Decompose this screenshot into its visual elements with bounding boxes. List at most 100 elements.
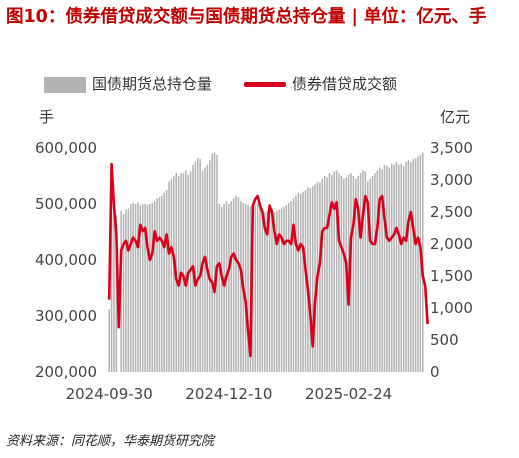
bar	[151, 202, 154, 372]
bar	[297, 192, 300, 372]
bar	[168, 181, 170, 372]
right-tick-label: 2,500	[430, 203, 473, 221]
right-tick-label: 500	[430, 331, 459, 349]
bar	[359, 173, 362, 372]
bar	[201, 170, 204, 372]
right-tick-label: 1,000	[430, 299, 473, 317]
bar	[163, 192, 166, 372]
bar	[414, 158, 417, 372]
bar	[390, 163, 393, 372]
x-tick-label: 2024-09-30	[66, 385, 153, 403]
right-axis-unit: 亿元	[440, 108, 471, 126]
bar	[153, 201, 156, 372]
bar	[213, 152, 216, 372]
bar	[132, 202, 134, 372]
bar	[395, 162, 398, 372]
bar	[208, 160, 211, 372]
right-tick-label: 3,000	[430, 171, 473, 189]
bar	[264, 212, 266, 372]
bar	[285, 205, 288, 372]
bar	[374, 173, 376, 372]
bar	[287, 202, 290, 372]
chart-title: 图10：债券借贷成交额与国债期货总持仓量 | 单位：亿元、手	[6, 7, 487, 27]
bar	[338, 173, 340, 372]
bar	[388, 167, 391, 372]
bar	[139, 205, 142, 372]
bar	[108, 309, 110, 372]
bar	[309, 188, 312, 372]
bar	[220, 206, 223, 372]
bar	[146, 205, 149, 372]
bar	[259, 206, 261, 372]
bar	[357, 176, 359, 372]
bar	[398, 164, 400, 372]
bar	[331, 174, 333, 372]
bar	[247, 205, 249, 372]
bar	[211, 153, 213, 372]
bar	[230, 201, 233, 372]
bar	[122, 214, 125, 372]
bar	[273, 212, 276, 372]
bar	[158, 197, 161, 372]
bar	[194, 162, 197, 372]
source-note: 资料来源：同花顺，华泰期货研究院	[6, 434, 215, 449]
bar	[244, 204, 247, 372]
bar	[407, 160, 410, 372]
bar	[328, 173, 331, 372]
bar	[314, 184, 316, 372]
legend-item-lending-volume: 债券借贷成交额	[244, 73, 397, 94]
bar	[268, 215, 271, 372]
bar	[216, 154, 218, 372]
bar	[335, 170, 338, 372]
right-tick-label: 1,500	[430, 267, 473, 285]
bar	[402, 165, 405, 372]
bar	[355, 178, 357, 372]
bar	[225, 201, 228, 372]
bar	[280, 208, 283, 372]
x-tick-label: 2025-02-24	[305, 385, 392, 403]
bar	[141, 204, 144, 372]
bar	[113, 212, 115, 372]
bar	[276, 210, 278, 372]
bar	[386, 165, 388, 372]
legend-swatch-bar	[44, 76, 86, 93]
bar	[197, 158, 199, 372]
bar	[381, 169, 383, 372]
bar	[199, 159, 201, 372]
bar	[110, 216, 113, 372]
bar	[204, 167, 206, 372]
bar	[302, 191, 304, 372]
bar	[362, 170, 364, 372]
bar	[223, 204, 225, 372]
bar	[290, 201, 292, 372]
left-tick-label: 500,000	[35, 195, 97, 213]
bar	[127, 208, 130, 372]
bar	[185, 170, 187, 372]
bar	[115, 215, 118, 372]
bar	[156, 198, 158, 372]
bar	[376, 170, 379, 372]
bar	[352, 176, 355, 372]
bar	[319, 182, 321, 372]
bar	[369, 178, 371, 372]
right-tick-label: 0	[430, 363, 440, 381]
bar	[419, 154, 422, 372]
bar	[371, 176, 374, 372]
left-tick-label: 400,000	[35, 251, 97, 269]
bar	[177, 176, 180, 372]
bar	[378, 167, 381, 372]
legend-item-open-interest: 国债期货总持仓量	[44, 73, 212, 94]
bar	[161, 195, 163, 372]
bar	[366, 181, 369, 372]
bar	[170, 178, 173, 372]
bar	[400, 163, 403, 372]
bar	[235, 195, 237, 372]
bar	[383, 164, 386, 372]
x-tick-label: 2024-12-10	[185, 385, 272, 403]
right-tick-label: 3,500	[430, 139, 473, 157]
bar	[364, 171, 367, 372]
bar	[137, 202, 139, 372]
bar	[326, 177, 328, 372]
bar	[228, 204, 230, 372]
